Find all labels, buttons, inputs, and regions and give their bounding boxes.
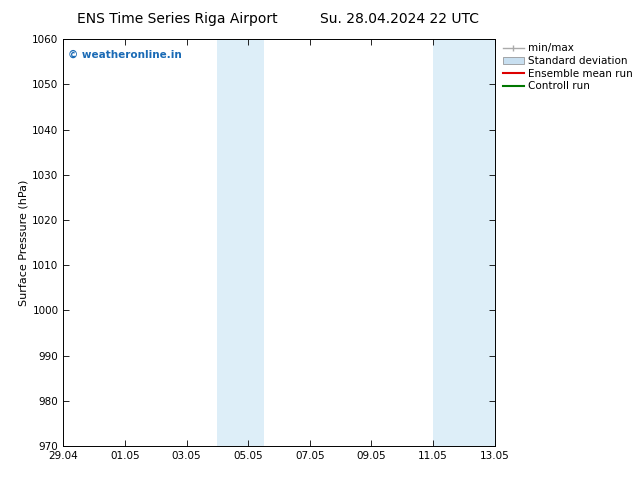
Y-axis label: Surface Pressure (hPa): Surface Pressure (hPa) [18, 179, 28, 306]
Bar [217, 39, 264, 446]
Text: ENS Time Series Riga Airport: ENS Time Series Riga Airport [77, 12, 278, 26]
Bar [433, 39, 495, 446]
Text: © weatheronline.in: © weatheronline.in [68, 49, 181, 59]
Legend: min/max, Standard deviation, Ensemble mean run, Controll run: min/max, Standard deviation, Ensemble me… [499, 39, 634, 96]
Text: Su. 28.04.2024 22 UTC: Su. 28.04.2024 22 UTC [320, 12, 479, 26]
